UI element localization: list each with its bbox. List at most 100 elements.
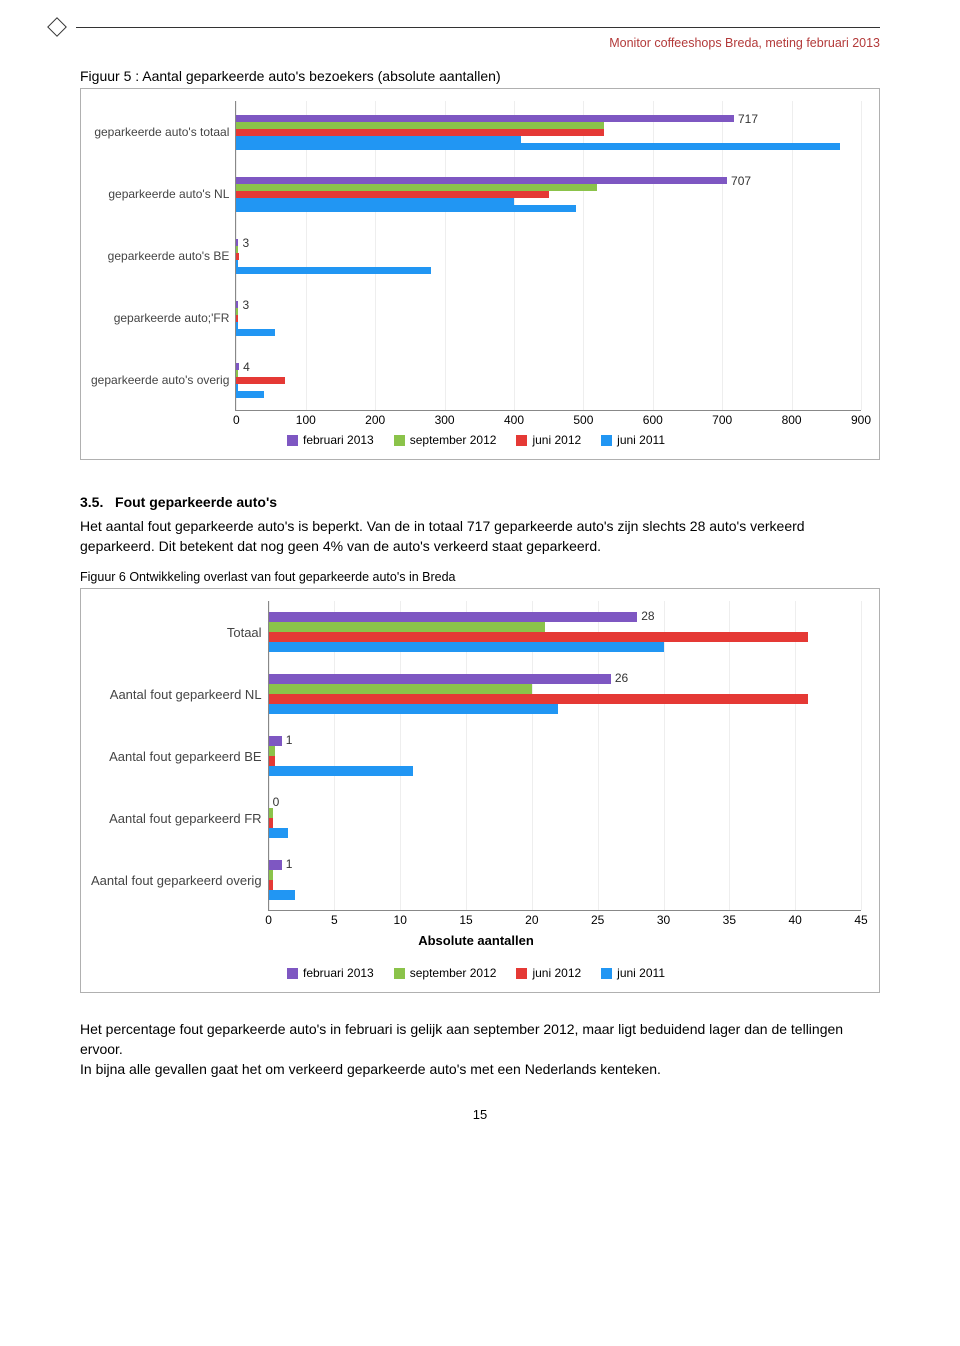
bar bbox=[236, 191, 548, 198]
header-title: Monitor coffeeshops Breda, meting februa… bbox=[80, 36, 880, 50]
figure5-caption: Figuur 5 : Aantal geparkeerde auto's bez… bbox=[80, 68, 880, 84]
bar bbox=[236, 391, 264, 398]
bar bbox=[269, 632, 809, 642]
figure6-category-labels: Totaal Aantal fout geparkeerd NL Aantal fo… bbox=[91, 601, 268, 911]
bar bbox=[236, 329, 274, 336]
bar bbox=[269, 694, 809, 704]
bar-value-label: 3 bbox=[242, 298, 249, 312]
bar bbox=[236, 260, 238, 267]
x-tick: 10 bbox=[394, 913, 407, 927]
legend-label: juni 2011 bbox=[617, 966, 665, 980]
x-tick: 0 bbox=[265, 913, 272, 927]
legend-item: februari 2013 bbox=[287, 966, 374, 980]
legend-item: juni 2011 bbox=[601, 966, 665, 980]
x-tick: 400 bbox=[504, 413, 524, 427]
bar: 1 bbox=[269, 736, 282, 746]
category-label: geparkeerde auto's overig bbox=[91, 373, 229, 387]
bar bbox=[269, 766, 414, 776]
figure6-legend: februari 2013 september 2012 juni 2012 juni… bbox=[91, 966, 861, 982]
figure6-caption: Figuur 6 Ontwikkeling overlast van fout … bbox=[80, 570, 880, 584]
header-row bbox=[80, 20, 880, 34]
legend-swatch bbox=[516, 435, 527, 446]
bar-value-label: 717 bbox=[738, 112, 758, 126]
bar-value-label: 28 bbox=[641, 609, 654, 623]
bar: 4 bbox=[236, 363, 239, 370]
bar-value-label: 0 bbox=[273, 795, 280, 809]
bar bbox=[236, 308, 237, 315]
bar-value-label: 3 bbox=[242, 236, 249, 250]
section-heading: 3.5. Fout geparkeerde auto's bbox=[80, 494, 880, 510]
x-tick: 40 bbox=[788, 913, 801, 927]
figure5-legend: februari 2013 september 2012 juni 2012 juni… bbox=[91, 433, 861, 449]
x-tick: 100 bbox=[296, 413, 316, 427]
bar-value-label: 1 bbox=[286, 857, 293, 871]
section-number: 3.5. bbox=[80, 494, 103, 510]
x-tick: 30 bbox=[657, 913, 670, 927]
bar: 3 bbox=[236, 301, 238, 308]
legend-swatch bbox=[516, 968, 527, 979]
bar bbox=[236, 253, 239, 260]
bar-value-label: 26 bbox=[615, 671, 628, 685]
x-tick: 25 bbox=[591, 913, 604, 927]
bar: 717 bbox=[236, 115, 734, 122]
figure6-chart: Totaal Aantal fout geparkeerd NL Aantal fo… bbox=[80, 588, 880, 993]
x-tick: 700 bbox=[712, 413, 732, 427]
closing-paragraph: Het percentage fout geparkeerde auto's i… bbox=[80, 1019, 880, 1080]
category-label: Aantal fout geparkeerd overig bbox=[91, 873, 262, 888]
legend-item: september 2012 bbox=[394, 966, 497, 980]
figure5-plot: 0100200300400500600700800900717707334 bbox=[235, 101, 861, 411]
legend-swatch bbox=[394, 435, 405, 446]
x-tick: 15 bbox=[459, 913, 472, 927]
x-tick: 35 bbox=[723, 913, 736, 927]
legend-swatch bbox=[601, 968, 612, 979]
header-rule bbox=[76, 27, 880, 28]
bar bbox=[236, 267, 430, 274]
bar-value-label: 1 bbox=[286, 733, 293, 747]
bar: 26 bbox=[269, 674, 611, 684]
bar bbox=[269, 756, 276, 766]
section-paragraph-1: Het aantal fout geparkeerde auto's is be… bbox=[80, 516, 880, 557]
bar bbox=[236, 315, 237, 322]
legend-label: juni 2012 bbox=[532, 433, 581, 447]
bar: 28 bbox=[269, 612, 638, 622]
bar bbox=[269, 818, 273, 828]
figure6-plot: 0510152025303540452826101 bbox=[268, 601, 861, 911]
x-tick: 300 bbox=[435, 413, 455, 427]
bar bbox=[269, 642, 664, 652]
figure6-x-axis-label: Absolute aantallen bbox=[91, 933, 861, 948]
legend-item: juni 2012 bbox=[516, 966, 581, 980]
legend-label: februari 2013 bbox=[303, 433, 374, 447]
category-label: geparkeerde auto;'FR bbox=[91, 311, 229, 325]
legend-label: juni 2011 bbox=[617, 433, 665, 447]
bar bbox=[269, 808, 273, 818]
bar: 1 bbox=[269, 860, 282, 870]
x-tick: 200 bbox=[365, 413, 385, 427]
bar-value-label: 707 bbox=[731, 174, 751, 188]
bar bbox=[236, 322, 237, 329]
category-label: geparkeerde auto's totaal bbox=[91, 125, 229, 139]
category-label: Aantal fout geparkeerd NL bbox=[91, 687, 262, 702]
bar bbox=[269, 870, 273, 880]
bar bbox=[236, 377, 285, 384]
bar bbox=[236, 246, 238, 253]
bar bbox=[236, 370, 238, 377]
category-label: Aantal fout geparkeerd BE bbox=[91, 749, 262, 764]
x-tick: 500 bbox=[573, 413, 593, 427]
bar bbox=[269, 828, 289, 838]
bar bbox=[269, 704, 559, 714]
x-tick: 5 bbox=[331, 913, 338, 927]
legend-label: juni 2012 bbox=[532, 966, 581, 980]
figure5-category-labels: geparkeerde auto's totaal geparkeerde aut… bbox=[91, 101, 235, 411]
bar bbox=[236, 184, 597, 191]
category-label: Aantal fout geparkeerd FR bbox=[91, 811, 262, 826]
section-title: Fout geparkeerde auto's bbox=[115, 494, 277, 510]
x-tick: 45 bbox=[854, 913, 867, 927]
bar bbox=[236, 205, 576, 212]
x-tick: 20 bbox=[525, 913, 538, 927]
category-label: Totaal bbox=[91, 625, 262, 640]
legend-label: februari 2013 bbox=[303, 966, 374, 980]
legend-label: september 2012 bbox=[410, 433, 497, 447]
legend-swatch bbox=[394, 968, 405, 979]
legend-swatch bbox=[601, 435, 612, 446]
bar bbox=[236, 136, 521, 143]
